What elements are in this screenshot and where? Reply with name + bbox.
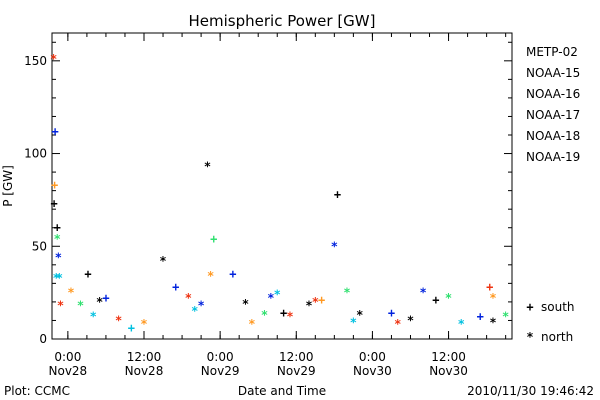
- data-point-noaa-19: +: [486, 280, 493, 294]
- data-point-metp-02: +: [54, 221, 61, 235]
- marker-symbol-north: *: [526, 330, 533, 344]
- legend-entry-noaa-17: NOAA-17: [526, 108, 580, 122]
- data-point-noaa-19: *: [57, 299, 64, 313]
- y-tick-label: 150: [24, 54, 47, 68]
- x-tick-date: Nov28: [49, 364, 88, 378]
- data-point-noaa-16: *: [458, 317, 465, 331]
- marker-legend: + south * north: [526, 300, 574, 344]
- data-point-noaa-19: *: [286, 310, 293, 324]
- x-tick-date: Nov29: [201, 364, 240, 378]
- legend-entry-noaa-15: NOAA-15: [526, 66, 580, 80]
- data-point-noaa-18: *: [207, 269, 214, 283]
- data-point-noaa-19: *: [185, 291, 192, 305]
- x-tick-time: 0:00: [359, 350, 386, 364]
- data-points: +++****+*+* *+*+*++*+**+*+***+*** ***+** **…: [50, 52, 509, 335]
- legend-entry-metp-02: METP-02: [526, 45, 578, 59]
- chart-title: Hemispheric Power [GW]: [189, 12, 376, 30]
- satellite-legend: METP-02 NOAA-15 NOAA-16 NOAA-17 NOAA-18 NOAA-…: [526, 45, 580, 164]
- y-tick-label: 0: [39, 332, 47, 346]
- data-point-noaa-16: *: [90, 310, 97, 324]
- data-point-noaa-15: +: [102, 291, 109, 305]
- data-point-noaa-18: *: [140, 317, 147, 331]
- data-point-metp-02: +: [432, 293, 439, 307]
- data-point-noaa-15: *: [267, 291, 274, 305]
- data-point-noaa-19: *: [394, 317, 401, 331]
- data-point-noaa-15: +: [172, 280, 179, 294]
- x-tick-time: 12:00: [127, 350, 162, 364]
- y-axis: 0 50 100 150: [24, 41, 512, 346]
- data-point-noaa-17: *: [54, 232, 61, 246]
- data-point-noaa-15: *: [55, 250, 62, 264]
- legend-entry-noaa-19: NOAA-19: [526, 150, 580, 164]
- data-point-noaa-19: *: [312, 295, 319, 309]
- data-point-metp-02: +: [50, 197, 57, 211]
- data-point-noaa-16: *: [191, 304, 198, 318]
- data-point-noaa-18: *: [248, 317, 255, 331]
- y-tick-label: 50: [32, 239, 47, 253]
- x-tick-time: 0:00: [207, 350, 234, 364]
- data-point-noaa-18: +: [51, 178, 58, 192]
- data-point-metp-02: *: [204, 160, 211, 174]
- data-point-noaa-18: *: [67, 286, 74, 300]
- footer-timestamp: 2010/11/30 19:46:42: [467, 384, 594, 398]
- marker-label-north: north: [541, 330, 573, 344]
- data-point-noaa-16: *: [274, 287, 281, 301]
- y-tick-label: 100: [24, 147, 47, 161]
- x-tick-time: 0:00: [54, 350, 81, 364]
- x-tick-time: 12:00: [431, 350, 466, 364]
- data-point-noaa-17: *: [261, 308, 268, 322]
- x-tick-date: Nov30: [353, 364, 392, 378]
- data-point-metp-02: *: [96, 295, 103, 309]
- data-point-noaa-16: *: [53, 271, 60, 285]
- data-point-metp-02: +: [334, 187, 341, 201]
- marker-symbol-south: +: [526, 300, 533, 314]
- data-point-noaa-17: *: [77, 299, 84, 313]
- data-point-noaa-15: +: [229, 267, 236, 281]
- data-point-metp-02: *: [356, 308, 363, 322]
- data-point-noaa-15: +: [388, 306, 395, 320]
- data-point-metp-02: +: [84, 267, 91, 281]
- data-point-noaa-15: *: [420, 286, 427, 300]
- data-point-noaa-16: +: [128, 321, 135, 335]
- data-point-noaa-16: *: [56, 271, 63, 285]
- data-point-metp-02: *: [489, 315, 496, 329]
- x-tick-time: 12:00: [279, 350, 314, 364]
- data-point-noaa-19: *: [115, 313, 122, 327]
- x-tick-date: Nov30: [429, 364, 468, 378]
- data-point-noaa-17: *: [502, 310, 509, 324]
- data-point-noaa-15: *: [197, 299, 204, 313]
- data-point-noaa-15: +: [477, 310, 484, 324]
- data-point-noaa-17: *: [445, 291, 452, 305]
- data-point-noaa-15: +: [52, 124, 59, 138]
- data-point-metp-02: *: [159, 254, 166, 268]
- data-point-metp-02: *: [242, 297, 249, 311]
- data-point-metp-02: *: [407, 313, 414, 327]
- data-point-noaa-18: *: [489, 291, 496, 305]
- x-tick-date: Nov28: [125, 364, 164, 378]
- y-axis-label: P [GW]: [1, 165, 15, 207]
- data-point-noaa-18: +: [318, 293, 325, 307]
- data-point-noaa-15: *: [331, 239, 338, 253]
- marker-label-south: south: [541, 300, 575, 314]
- data-point-noaa-16: *: [350, 315, 357, 329]
- legend-entry-noaa-16: NOAA-16: [526, 87, 580, 101]
- data-point-metp-02: *: [305, 299, 312, 313]
- data-point-metp-02: +: [280, 306, 287, 320]
- data-point-noaa-17: +: [210, 232, 217, 246]
- legend-entry-noaa-18: NOAA-18: [526, 129, 580, 143]
- x-tick-date: Nov29: [277, 364, 316, 378]
- plot-frame: [51, 32, 513, 340]
- footer-plot-credit: Plot: CCMC: [4, 384, 70, 398]
- x-axis-label: Date and Time: [238, 384, 326, 398]
- data-point-noaa-17: *: [343, 286, 350, 300]
- data-point-noaa-19: *: [50, 52, 57, 66]
- x-axis: 0:00Nov2812:00Nov280:00Nov2912:00Nov290:…: [49, 33, 507, 378]
